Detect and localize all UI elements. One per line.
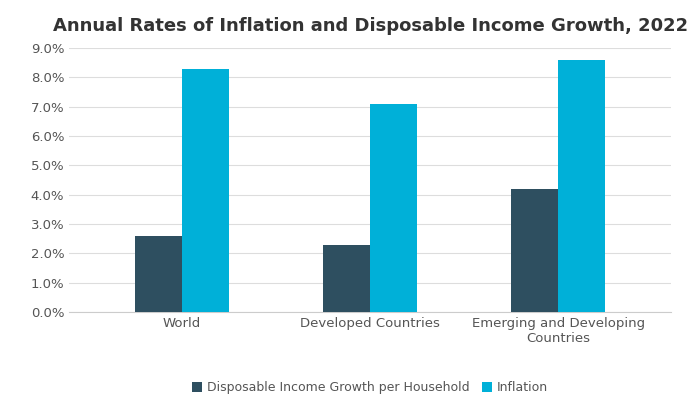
Bar xyxy=(323,244,370,312)
Bar xyxy=(370,104,417,312)
Title: Annual Rates of Inflation and Disposable Income Growth, 2022: Annual Rates of Inflation and Disposable… xyxy=(53,17,688,35)
Bar xyxy=(511,189,558,312)
Bar xyxy=(182,68,229,312)
Bar xyxy=(135,236,182,312)
Bar xyxy=(558,60,606,312)
Legend: Disposable Income Growth per Household, Inflation: Disposable Income Growth per Household, … xyxy=(187,376,554,399)
